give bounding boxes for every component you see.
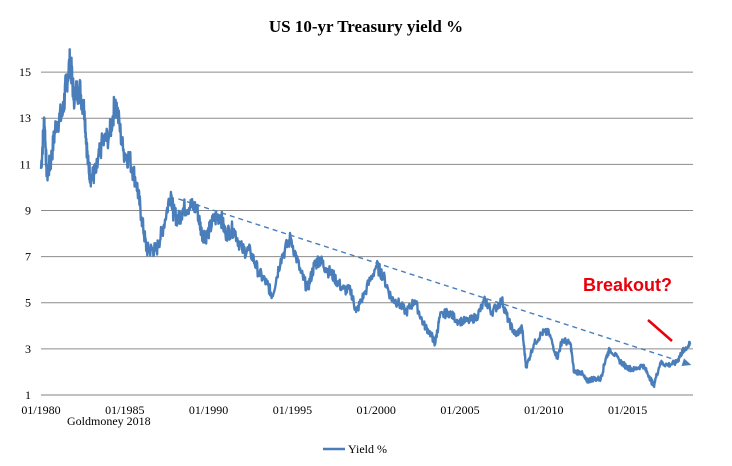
x-tick-label: 01/1990 bbox=[189, 403, 228, 417]
breakout-annotation: Breakout? bbox=[583, 275, 672, 295]
y-tick-label: 15 bbox=[19, 65, 31, 79]
x-tick-label: 01/2015 bbox=[608, 403, 647, 417]
source-note: Goldmoney 2018 bbox=[67, 414, 151, 428]
trendline-arrowhead bbox=[681, 358, 692, 367]
breakout-arrow bbox=[647, 319, 673, 342]
y-tick-label: 13 bbox=[19, 111, 31, 125]
x-tick-label: 01/2000 bbox=[357, 403, 396, 417]
y-tick-label: 1 bbox=[25, 388, 31, 402]
chart-title: US 10-yr Treasury yield % bbox=[269, 17, 463, 36]
series-line-yield bbox=[39, 48, 692, 389]
y-tick-label: 9 bbox=[25, 203, 31, 217]
y-tick-label: 3 bbox=[25, 342, 31, 356]
x-tick-label: 01/1985 bbox=[105, 403, 144, 417]
y-tick-label: 11 bbox=[19, 157, 31, 171]
x-tick-label: 01/2005 bbox=[440, 403, 479, 417]
y-tick-label: 5 bbox=[25, 296, 31, 310]
gridlines bbox=[41, 71, 693, 350]
x-axis-ticks: 01/1980 01/1985 01/1990 01/1995 01/2000 01/20… bbox=[21, 403, 647, 417]
x-tick-label: 01/2010 bbox=[524, 403, 563, 417]
x-tick-label: 01/1995 bbox=[273, 403, 312, 417]
y-tick-label: 7 bbox=[25, 250, 31, 264]
x-tick-label: 01/1980 bbox=[21, 403, 60, 417]
legend-label: Yield % bbox=[348, 442, 387, 456]
